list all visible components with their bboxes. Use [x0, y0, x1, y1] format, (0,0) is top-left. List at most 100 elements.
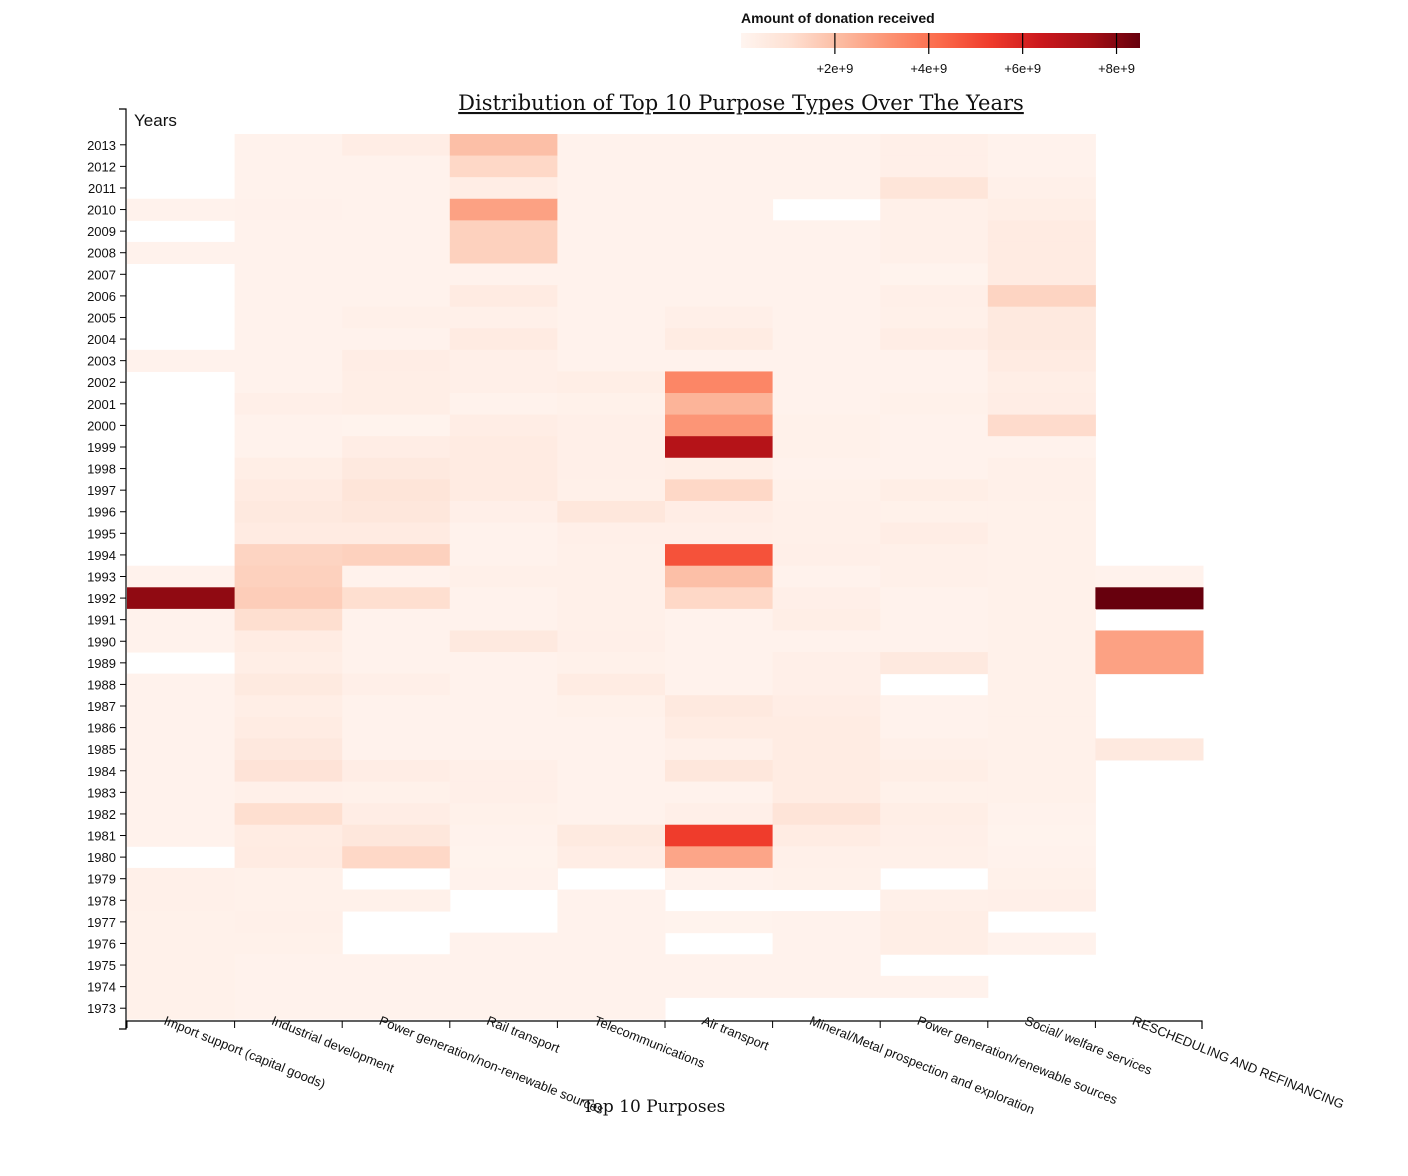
- heatmap-cell: [987, 522, 1096, 545]
- heatmap-cell: [665, 134, 774, 157]
- heatmap-cell: [127, 565, 236, 588]
- heatmap-cell: [665, 608, 774, 631]
- heatmap-cell: [987, 177, 1096, 200]
- heatmap-cell: [449, 954, 558, 977]
- heatmap-cell: [557, 932, 666, 955]
- heatmap-cell: [449, 436, 558, 459]
- y-tick-label: 2000: [87, 418, 116, 433]
- heatmap-cell: [772, 608, 881, 631]
- heatmap-cell: [449, 198, 558, 221]
- heatmap-cell: [665, 867, 774, 890]
- heatmap-cell: [557, 155, 666, 178]
- heatmap-cell: [772, 867, 881, 890]
- heatmap-cell: [880, 803, 989, 826]
- heatmap-cell: [449, 134, 558, 157]
- heatmap-cell: [557, 738, 666, 761]
- y-tick-label: 1999: [87, 440, 116, 455]
- y-tick-label: 1998: [87, 462, 116, 477]
- legend-color-bar: [741, 33, 1140, 48]
- y-tick-label: 1980: [87, 850, 116, 865]
- heatmap-cell: [342, 220, 451, 243]
- heatmap-cell: [987, 241, 1096, 265]
- heatmap-cell: [234, 371, 343, 394]
- y-tick-label: 1975: [87, 958, 116, 973]
- heatmap-cell: [665, 975, 774, 998]
- heatmap-cell: [234, 738, 343, 761]
- heatmap-cell: [234, 479, 343, 502]
- y-tick-label: 1977: [87, 915, 116, 930]
- heatmap-cell: [665, 371, 774, 394]
- heatmap-cell: [127, 198, 236, 221]
- heatmap-cell: [665, 393, 774, 416]
- heatmap-cell: [987, 285, 1096, 308]
- x-tick-label: Power generation/renewable sources: [915, 1013, 1120, 1107]
- heatmap-cell: [665, 500, 774, 524]
- heatmap-cell: [987, 155, 1096, 178]
- heatmap-cell: [234, 457, 343, 480]
- heatmap-cell: [557, 328, 666, 351]
- heatmap-cell: [880, 414, 989, 437]
- heatmap-cell: [665, 587, 774, 610]
- heatmap-cell: [987, 134, 1096, 157]
- heatmap-cell: [449, 285, 558, 308]
- x-axis-label: Top 10 Purposes: [583, 1097, 726, 1117]
- heatmap-cell: [449, 522, 558, 545]
- legend-title: Amount of donation received: [741, 10, 935, 26]
- heatmap-cell: [342, 652, 451, 675]
- heatmap-cell: [557, 695, 666, 718]
- heatmap-cell: [449, 630, 558, 653]
- heatmap-cell: [449, 975, 558, 998]
- heatmap-cell: [557, 436, 666, 459]
- heatmap-cell: [234, 436, 343, 459]
- heatmap-cell: [987, 652, 1096, 675]
- y-tick-label: 2001: [87, 397, 116, 412]
- heatmap-cell: [449, 177, 558, 200]
- heatmap-cell: [880, 500, 989, 524]
- heatmap-cell: [342, 436, 451, 459]
- heatmap-cell: [772, 155, 881, 178]
- heatmap-cell: [987, 846, 1096, 869]
- heatmap-cell: [449, 673, 558, 696]
- y-tick-label: 1983: [87, 785, 116, 800]
- heatmap-cell: [127, 630, 236, 653]
- heatmap-cell: [772, 954, 881, 977]
- heatmap-cell: [665, 565, 774, 588]
- heatmap-cell: [127, 608, 236, 631]
- y-tick-label: 1997: [87, 483, 116, 498]
- heatmap-cell: [772, 587, 881, 610]
- heatmap-cell: [557, 846, 666, 869]
- heatmap-cell: [665, 695, 774, 718]
- heatmap-cell: [449, 479, 558, 502]
- y-tick-label: 2013: [87, 138, 116, 153]
- heatmap-cell: [772, 544, 881, 567]
- y-tick-label: 1993: [87, 570, 116, 585]
- y-tick-label: 1981: [87, 829, 116, 844]
- y-tick-label: 1974: [87, 980, 116, 995]
- y-tick-label: 2012: [87, 159, 116, 174]
- heatmap-cell: [342, 673, 451, 696]
- heatmap-cell: [234, 608, 343, 631]
- heatmap-cell: [342, 522, 451, 545]
- heatmap-cell: [557, 954, 666, 977]
- heatmap-cell: [342, 781, 451, 804]
- heatmap-cell: [557, 911, 666, 934]
- heatmap-cell: [772, 803, 881, 826]
- heatmap-cell: [342, 997, 451, 1020]
- heatmap-cell: [665, 155, 774, 178]
- heatmap-cell: [449, 997, 558, 1020]
- heatmap-cell: [880, 328, 989, 351]
- heatmap-cell: [772, 414, 881, 437]
- heatmap-cell: [342, 975, 451, 998]
- heatmap-cell: [772, 932, 881, 955]
- heatmap-cell: [880, 781, 989, 804]
- heatmap-cell: [234, 781, 343, 804]
- heatmap-cell: [880, 134, 989, 157]
- heatmap-cell: [665, 263, 774, 286]
- heatmap-cell: [987, 198, 1096, 221]
- heatmap-cell: [665, 479, 774, 502]
- heatmap-cell: [880, 155, 989, 178]
- heatmap-cell: [772, 263, 881, 286]
- heatmap-cell: [772, 500, 881, 524]
- heatmap-cell: [557, 652, 666, 675]
- heatmap-cell: [987, 393, 1096, 416]
